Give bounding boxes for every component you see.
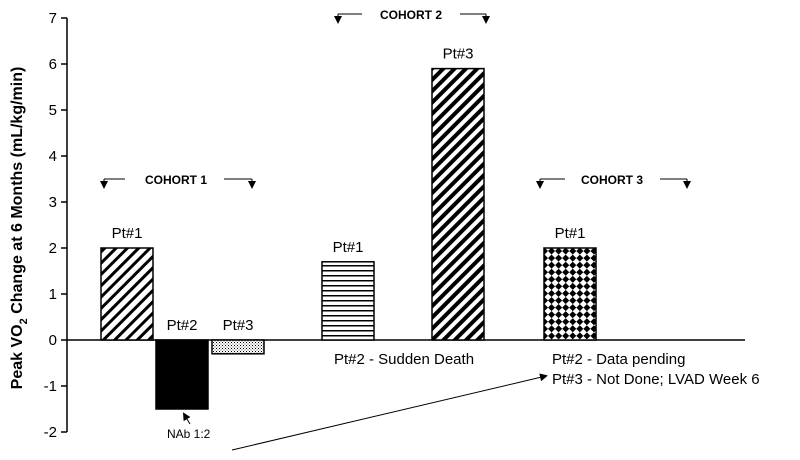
y-ticks: -2 -1 0 1 2 3 4 5 6 7 <box>44 10 67 441</box>
y-tick-label: 6 <box>49 56 57 73</box>
cohort-2-bracket: COHORT 2 <box>334 8 490 24</box>
y-tick-label: 1 <box>49 286 57 303</box>
y-tick-label: -1 <box>44 378 57 395</box>
bar-cohort2-pt3 <box>431 67 485 341</box>
bar-label: Pt#1 <box>555 225 586 242</box>
bar-label: Pt#3 <box>223 317 254 334</box>
bar-label: Pt#3 <box>443 46 474 63</box>
bar-cohort3-pt1 <box>543 247 597 341</box>
cohort-2-label: COHORT 2 <box>380 8 442 22</box>
bar-cohort2-pt1 <box>321 261 375 341</box>
bar-label: Pt#1 <box>112 225 143 242</box>
cohort-3-label: COHORT 3 <box>581 173 643 187</box>
y-axis-label: Peak VO2 Change at 6 Months (mL/kg/min) <box>9 67 30 390</box>
y-tick-label: 0 <box>49 332 57 349</box>
bar-cohort1-pt3 <box>211 339 265 355</box>
cohort-1-bracket: COHORT 1 <box>100 173 256 189</box>
bar-labels: Pt#1 Pt#2 Pt#3 Pt#1 Pt#3 Pt#1 <box>112 46 586 334</box>
bars <box>100 67 597 410</box>
y-tick-label: 5 <box>49 102 57 119</box>
y-tick-label: 4 <box>49 148 57 165</box>
nab-arrow-long <box>231 373 548 451</box>
y-tick-label: 7 <box>49 10 57 27</box>
cohort-3-note-1: Pt#2 - Data pending <box>552 351 685 368</box>
bar-label: Pt#1 <box>333 239 364 256</box>
cohort-3-note-2: Pt#3 - Not Done; LVAD Week 6 <box>552 371 760 388</box>
bar-cohort1-pt1 <box>100 247 154 341</box>
y-tick-label: 2 <box>49 240 57 257</box>
bar-label: Pt#2 <box>167 317 198 334</box>
bar-cohort1-pt2 <box>155 339 209 410</box>
cohort-2-note: Pt#2 - Sudden Death <box>334 351 474 368</box>
nab-label: NAb 1:2 <box>167 427 211 441</box>
y-tick-label: 3 <box>49 194 57 211</box>
cohort-3-bracket: COHORT 3 <box>536 173 691 189</box>
cohort-1-label: COHORT 1 <box>145 173 207 187</box>
nab-arrow-up <box>182 412 191 425</box>
y-tick-label: -2 <box>44 424 57 441</box>
